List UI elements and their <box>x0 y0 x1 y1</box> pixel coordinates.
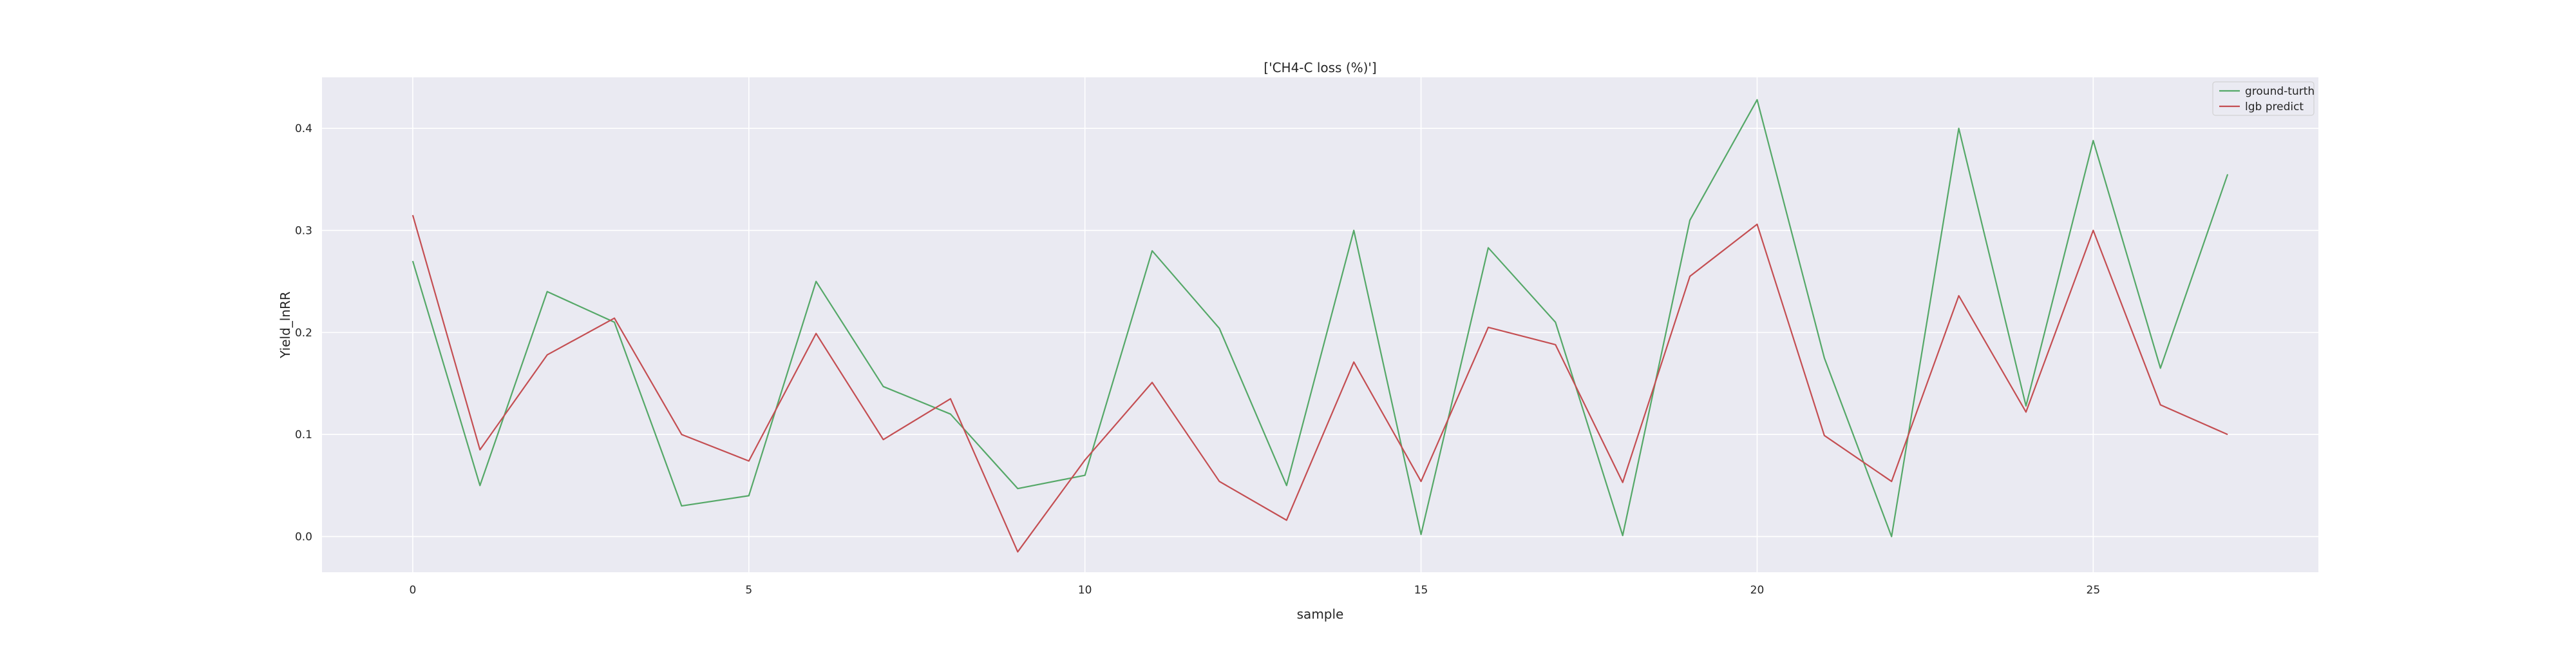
x-tick-label: 5 <box>745 584 752 597</box>
x-tick-label: 15 <box>1414 584 1428 597</box>
legend: ground-turth lgb predict <box>2213 82 2315 115</box>
x-tick-label: 20 <box>1750 584 1765 597</box>
y-axis-title: Yield_lnRR <box>278 291 293 359</box>
legend-label: lgb predict <box>2245 101 2304 113</box>
y-tick-label: 0.2 <box>295 327 312 340</box>
x-tick-label: 10 <box>1078 584 1092 597</box>
x-axis-title: sample <box>1297 606 1344 622</box>
plot-area <box>322 77 2318 572</box>
y-tick-label: 0.0 <box>295 531 312 544</box>
legend-label: ground-turth <box>2245 85 2315 98</box>
x-tick-label: 25 <box>2087 584 2101 597</box>
y-tick-label: 0.3 <box>295 225 312 238</box>
y-tick-label: 0.4 <box>295 122 312 135</box>
chart-title: ['CH4-C loss (%)'] <box>1264 60 1376 75</box>
y-tick-label: 0.1 <box>295 429 312 441</box>
x-tick-label: 0 <box>409 584 416 597</box>
